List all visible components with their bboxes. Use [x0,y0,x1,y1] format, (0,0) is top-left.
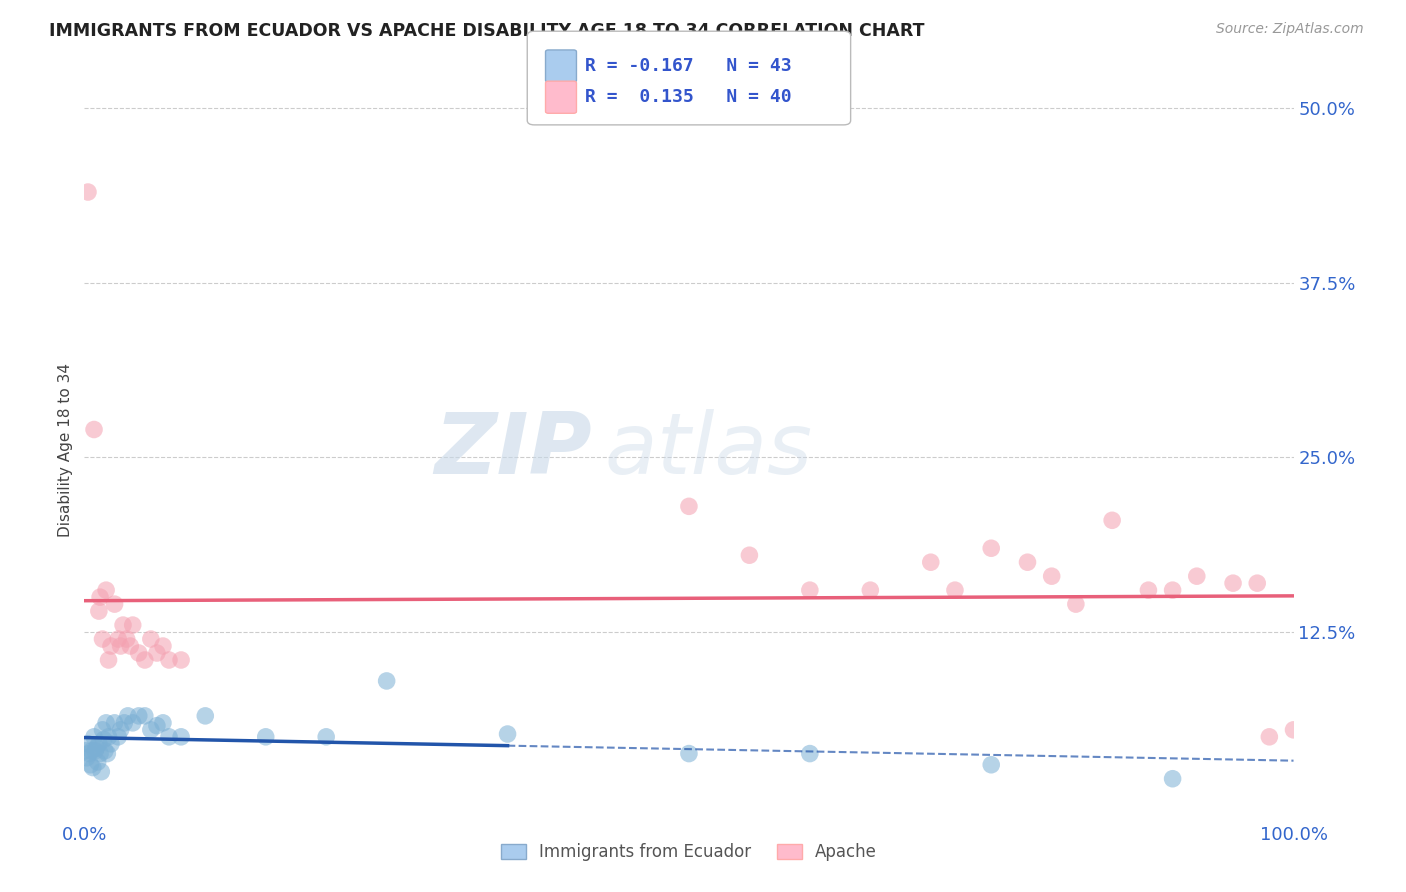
Point [315,730,337,744]
Point [104,597,127,611]
Text: ZIP: ZIP [434,409,592,492]
Point [170,730,193,744]
Point [112,715,135,730]
Point [1246,576,1268,591]
Point [94,715,117,730]
Point [77,185,100,199]
Point [91,632,114,646]
Point [117,709,139,723]
Point [104,715,127,730]
Point [920,555,942,569]
Point [678,747,700,761]
Point [1064,597,1087,611]
Point [859,583,882,598]
Point [83,423,105,437]
Point [134,709,156,723]
Point [128,709,150,723]
Point [97,730,120,744]
Point [110,639,132,653]
Point [170,653,193,667]
Text: atlas: atlas [605,409,813,492]
Point [75,744,97,758]
Point [83,730,105,744]
Point [799,747,821,761]
Point [79,757,101,772]
Point [128,646,150,660]
Point [254,730,277,744]
Point [157,653,180,667]
Point [100,639,122,653]
Point [94,744,117,758]
Point [1282,723,1305,737]
Point [152,639,174,653]
Point [1161,772,1184,786]
Point [980,541,1002,556]
Point [496,727,519,741]
Point [86,755,108,769]
Point [107,632,129,646]
Text: R =  0.135   N = 40: R = 0.135 N = 40 [585,88,792,106]
Point [121,715,143,730]
Legend: Immigrants from Ecuador, Apache: Immigrants from Ecuador, Apache [495,837,883,868]
Point [97,653,120,667]
Point [678,500,700,514]
Point [76,751,98,765]
Point [110,723,132,737]
Point [157,730,180,744]
Point [980,757,1002,772]
Point [1222,576,1244,591]
Point [120,639,142,653]
Point [96,747,118,761]
Point [1040,569,1063,583]
Point [112,618,135,632]
Text: R = -0.167   N = 43: R = -0.167 N = 43 [585,57,792,75]
Point [139,723,162,737]
Point [738,548,761,562]
Point [134,653,156,667]
Point [1101,513,1123,527]
Point [80,744,103,758]
Point [146,646,169,660]
Point [77,737,100,751]
Point [87,737,110,751]
Point [1137,583,1160,598]
Point [1017,555,1039,569]
Text: IMMIGRANTS FROM ECUADOR VS APACHE DISABILITY AGE 18 TO 34 CORRELATION CHART: IMMIGRANTS FROM ECUADOR VS APACHE DISABI… [49,22,925,40]
Point [943,583,966,598]
Point [1258,730,1281,744]
Point [107,730,129,744]
Point [375,673,398,688]
Point [87,604,110,618]
Point [146,719,169,733]
Point [194,709,217,723]
Point [152,715,174,730]
Point [100,737,122,751]
Point [90,764,112,779]
Point [82,760,104,774]
Point [799,583,821,598]
Point [121,618,143,632]
Point [93,732,115,747]
Point [86,741,108,756]
Y-axis label: Disability Age 18 to 34: Disability Age 18 to 34 [58,363,73,538]
Text: Source: ZipAtlas.com: Source: ZipAtlas.com [1216,22,1364,37]
Point [94,583,117,598]
Point [139,632,162,646]
Point [89,590,111,604]
Point [89,747,111,761]
Point [1185,569,1208,583]
Point [115,632,138,646]
Point [91,723,114,737]
Point [84,744,107,758]
Point [77,747,100,761]
Point [1161,583,1184,598]
